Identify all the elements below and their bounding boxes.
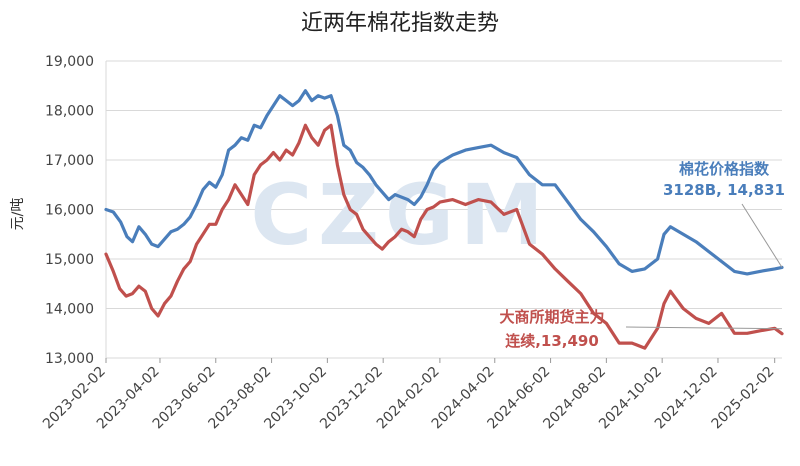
y-tick-label: 18,000 bbox=[45, 104, 94, 120]
y-tick-label: 14,000 bbox=[45, 302, 94, 318]
annotations: 棉花价格指数 3128B, 14,831 大商所期货主力 连续,13,490 bbox=[499, 160, 785, 350]
y-tick-label: 17,000 bbox=[45, 153, 94, 169]
blue-series-label: 棉花价格指数 bbox=[679, 160, 770, 178]
red-series-value: 连续,13,490 bbox=[505, 332, 599, 350]
y-tick-label: 16,000 bbox=[45, 203, 94, 219]
red-series-label: 大商所期货主力 bbox=[499, 308, 604, 326]
series-line-futures bbox=[104, 123, 784, 350]
y-axis-label: 元/吨 bbox=[10, 198, 26, 231]
y-tick-label: 13,000 bbox=[45, 351, 94, 367]
chart-title: 近两年棉花指数走势 bbox=[301, 11, 499, 36]
series-lines bbox=[104, 89, 784, 350]
x-axis-ticks: 2023-02-022023-04-022023-06-022023-08-02… bbox=[40, 358, 778, 432]
y-axis-ticks: 13,000 14,000 15,000 16,000 17,000 18,000 19,0… bbox=[45, 54, 94, 367]
blue-annotation-leader bbox=[741, 203, 783, 268]
y-tick-label: 19,000 bbox=[45, 54, 94, 70]
series-line-cotton-index bbox=[104, 89, 784, 276]
watermark-text: CZGM bbox=[250, 166, 549, 264]
red-annotation-leader bbox=[625, 326, 783, 330]
y-tick-label: 15,000 bbox=[45, 252, 94, 268]
blue-series-value: 3128B, 14,831 bbox=[663, 181, 785, 199]
